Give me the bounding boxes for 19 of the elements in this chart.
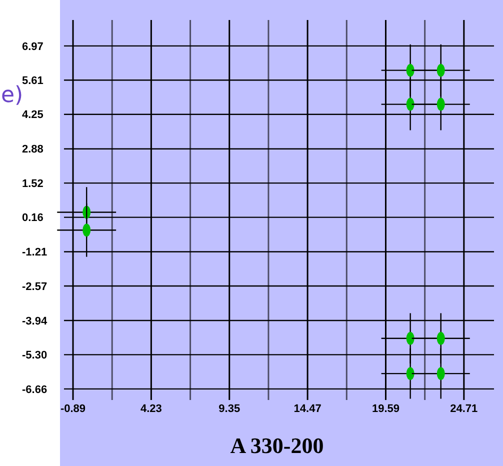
y-tick-label: 1.52: [22, 178, 44, 190]
y-tick-label: 4.25: [22, 109, 44, 122]
x-tick-label: 9.35: [218, 403, 240, 415]
x-tick-label: 14.47: [294, 403, 322, 415]
x-tick-label: 24.71: [450, 403, 478, 415]
y-tick-label: -1.21: [22, 246, 48, 259]
y-tick-label: -6.66: [22, 384, 48, 396]
y-tick-label: 6.97: [22, 40, 44, 53]
y-tick-label: 2.88: [22, 144, 44, 156]
x-tick-label: 19.59: [372, 403, 400, 415]
y-tick-label: -2.57: [22, 280, 48, 293]
x-tick-label: -0.89: [60, 403, 86, 415]
x-tick-label: 4.23: [140, 403, 162, 415]
text: -5.30: [22, 350, 48, 362]
y-tick-label: 0.16: [22, 212, 44, 224]
text: A 330-200: [230, 433, 324, 458]
text: e): [1, 83, 24, 108]
y-tick-label: 5.61: [22, 74, 44, 87]
y-tick-label: -3.94: [22, 315, 48, 328]
